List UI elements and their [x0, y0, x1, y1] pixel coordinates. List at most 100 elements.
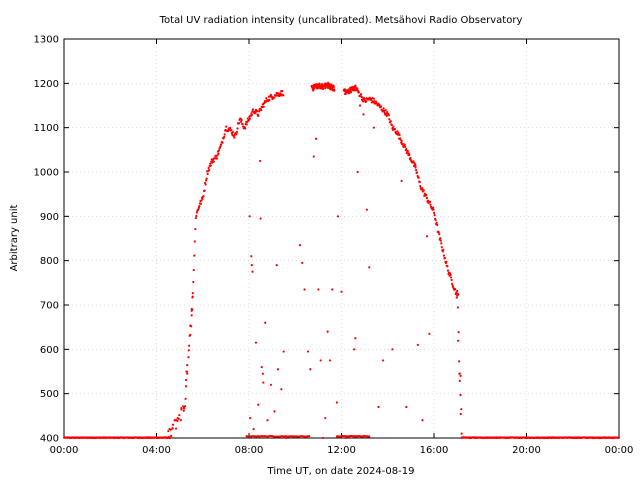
data-point-outlier — [275, 264, 278, 267]
data-point-outlier — [425, 235, 429, 238]
data-point — [205, 177, 208, 180]
data-point-ramp — [183, 405, 187, 408]
data-point — [346, 91, 349, 94]
data-point-outlier — [405, 405, 408, 409]
data-point — [240, 120, 243, 124]
data-point — [194, 227, 197, 231]
data-point — [457, 293, 460, 296]
data-point — [437, 231, 440, 234]
data-point — [425, 196, 428, 200]
data-point — [190, 325, 193, 328]
data-point — [370, 98, 373, 102]
data-point — [324, 87, 327, 90]
data-point-outlier — [428, 332, 431, 335]
data-point-outlier — [354, 337, 357, 340]
data-point — [231, 130, 234, 134]
grid — [64, 39, 619, 438]
data-point — [363, 98, 366, 101]
data-point-ramp — [184, 385, 188, 388]
data-point — [313, 86, 316, 90]
data-point — [426, 199, 430, 202]
data-point-outlier — [250, 255, 253, 258]
data-point — [195, 214, 198, 218]
data-point-baseline — [617, 436, 621, 439]
data-point-ramp — [176, 419, 179, 423]
data-point — [403, 143, 406, 146]
x-tick-label: 00:00 — [605, 445, 634, 456]
data-point — [240, 118, 243, 122]
data-point-outlier — [335, 401, 338, 404]
data-point — [361, 100, 365, 103]
data-point-baseline — [306, 435, 309, 438]
data-point — [199, 202, 203, 205]
data-point-outlier — [250, 264, 253, 267]
data-point-outlier — [460, 408, 463, 411]
data-point — [191, 308, 194, 311]
data-point-baseline — [308, 435, 311, 438]
data-point — [390, 124, 393, 127]
data-point-outlier — [249, 416, 252, 420]
data-point — [422, 189, 425, 192]
data-point-outlier — [317, 288, 320, 291]
y-tick-label: 600 — [40, 345, 59, 356]
data-point-outlier — [400, 179, 403, 182]
data-point — [241, 123, 244, 126]
data-point — [432, 208, 435, 211]
data-point-outlier — [358, 104, 362, 107]
data-point — [192, 280, 195, 284]
x-tick-label: 04:00 — [142, 445, 171, 456]
data-point-outlier — [266, 419, 269, 422]
data-point — [409, 156, 412, 160]
data-point — [414, 169, 418, 172]
data-point — [217, 152, 220, 155]
data-point — [192, 268, 195, 272]
data-point — [233, 136, 236, 139]
data-point — [454, 288, 457, 291]
data-point-outlier — [264, 321, 267, 324]
data-point — [314, 84, 317, 87]
data-point — [441, 250, 444, 253]
data-point — [388, 118, 391, 121]
data-point-ramp — [171, 423, 175, 426]
data-point-outlier — [284, 436, 288, 440]
data-point-outlier — [262, 381, 265, 384]
data-point-outlier — [282, 350, 285, 353]
data-point — [446, 265, 449, 268]
data-point — [397, 132, 400, 135]
data-point — [349, 91, 353, 94]
data-point — [254, 111, 257, 114]
data-point-baseline — [277, 435, 280, 438]
data-point-baseline — [251, 434, 255, 438]
data-point-ramp — [456, 306, 459, 309]
data-point-baseline — [268, 434, 271, 438]
data-point — [385, 114, 388, 118]
data-point-outlier — [458, 372, 461, 375]
data-point-ramp — [174, 427, 178, 430]
data-point — [365, 100, 368, 103]
data-point-ramp — [457, 331, 460, 334]
data-point — [418, 181, 421, 184]
data-point — [329, 83, 333, 86]
data-point — [438, 233, 441, 236]
y-tick-label: 400 — [40, 434, 59, 445]
data-point-outlier — [309, 368, 312, 371]
data-point-ramp — [179, 418, 182, 422]
data-point-baseline — [293, 435, 296, 438]
data-point — [205, 179, 208, 182]
data-point-baseline — [272, 435, 275, 438]
data-point-outlier — [280, 388, 283, 391]
data-point — [382, 107, 385, 110]
data-point-outlier — [459, 374, 462, 378]
data-point-outlier — [331, 288, 334, 291]
data-point-baseline — [292, 435, 295, 438]
data-point-baseline — [296, 435, 300, 438]
data-point — [235, 130, 239, 134]
data-point-outlier — [254, 341, 258, 344]
y-tick-label: 1000 — [34, 168, 59, 179]
data-point — [255, 109, 259, 113]
data-point-outlier — [356, 170, 359, 174]
data-point-baseline — [274, 435, 277, 438]
data-point — [193, 254, 196, 257]
data-point-outlier — [301, 261, 304, 264]
